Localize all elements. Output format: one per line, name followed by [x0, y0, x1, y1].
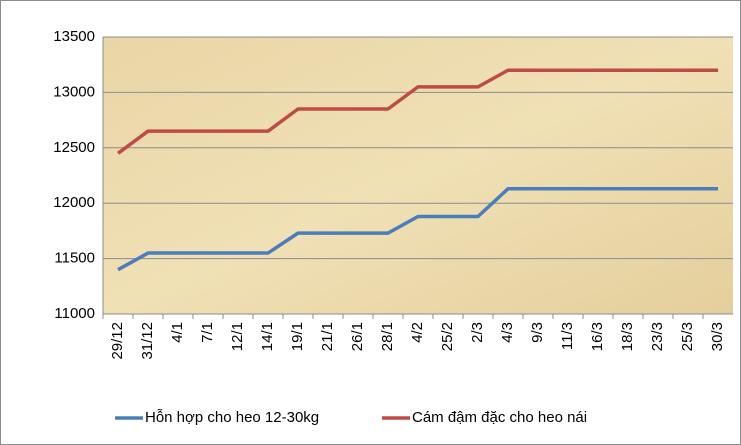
series-line [117, 187, 718, 272]
x-tick-label: 9/3 [529, 322, 546, 343]
x-tick-label: 25/2 [439, 322, 456, 351]
legend-label: Hỗn hợp cho heo 12-30kg [145, 409, 319, 426]
y-tick-label: 13000 [53, 83, 95, 100]
x-tick-label: 4/2 [409, 322, 426, 343]
x-tick-label: 2/3 [469, 322, 486, 343]
x-tick-label: 12/1 [229, 322, 246, 351]
x-tick-label: 21/1 [319, 322, 336, 351]
y-tick-label: 12500 [53, 139, 95, 156]
x-tick-label: 4/3 [499, 322, 516, 343]
x-tick-label: 26/1 [349, 322, 366, 351]
x-tick-label: 7/1 [199, 322, 216, 343]
x-tick-label: 29/12 [109, 322, 126, 360]
y-tick-label: 11000 [54, 305, 95, 322]
plot-area [103, 37, 733, 314]
x-tick-label: 18/3 [619, 322, 636, 351]
legend-label: Cám đậm đặc cho heo nái [412, 409, 587, 426]
x-tick-label: 11/3 [559, 322, 576, 350]
x-tick-label: 28/1 [379, 322, 396, 351]
y-tick-label: 11500 [54, 250, 95, 267]
x-tick-label: 23/3 [649, 322, 666, 351]
x-tick-label: 19/1 [289, 322, 306, 351]
x-tick-label: 4/1 [169, 322, 186, 343]
x-tick-label: 30/3 [709, 322, 726, 351]
y-tick-label: 12000 [53, 194, 95, 211]
y-tick-label: 13500 [53, 28, 95, 45]
x-tick-label: 16/3 [589, 322, 606, 351]
x-tick-label: 14/1 [259, 322, 276, 351]
x-tick-label: 31/12 [139, 322, 156, 360]
x-tick-label: 25/3 [679, 322, 696, 351]
series-line [116, 68, 718, 155]
